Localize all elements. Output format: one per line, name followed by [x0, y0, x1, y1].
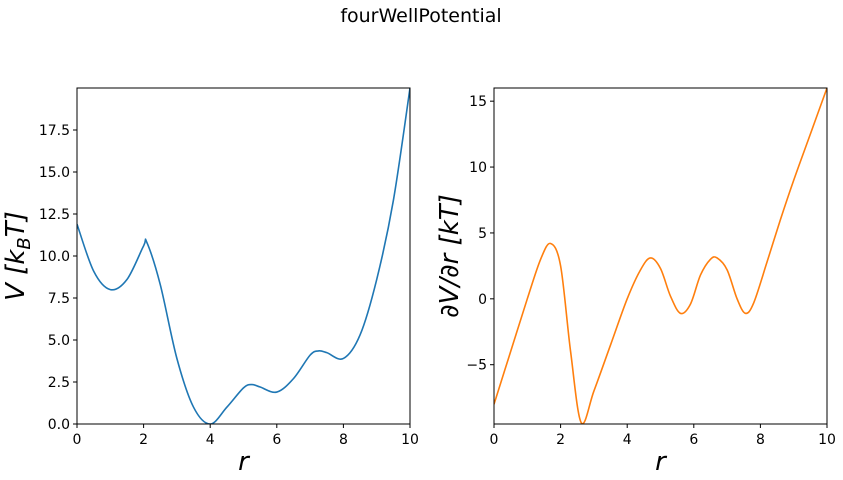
- y-tick-label: 10.0: [39, 249, 70, 265]
- plot-frame: [493, 87, 828, 425]
- y-tick-label: 7.5: [48, 291, 70, 307]
- figure-title: fourWellPotential: [340, 5, 501, 27]
- force-plot: 0 2 4 6 8 10 −5 0 5 10 15 r ∂V/∂r [kT]: [435, 87, 836, 477]
- series-line-0: [494, 88, 827, 424]
- y-tick-label: 0: [478, 292, 487, 308]
- y-tick-label: 0.0: [48, 417, 70, 433]
- y-tick-label: 10: [469, 160, 487, 176]
- y-axis-label: V [kBT]: [1, 211, 35, 301]
- x-tick-label: 6: [689, 432, 698, 448]
- y-tick-label: 5: [478, 226, 487, 242]
- y-tick-label: 2.5: [48, 375, 70, 391]
- y-tick-label: 17.5: [39, 123, 70, 139]
- potential-plot: 0 2 4 6 8 10 0.0 2.5 5.0 7.5 10.0 12.5 15.0 17.5 r V [k…: [1, 87, 419, 477]
- series-line-0: [77, 88, 410, 424]
- y-tick-label: 15: [469, 94, 487, 110]
- x-tick-label: 8: [756, 432, 765, 448]
- x-tick-label: 2: [556, 432, 565, 448]
- y-axis-label: ∂V/∂r [kT]: [435, 194, 465, 318]
- plot-frame: [76, 87, 411, 425]
- x-tick-label: 6: [272, 432, 281, 448]
- x-axis-label: r: [655, 447, 668, 477]
- y-tick-label: −5: [466, 358, 487, 374]
- x-tick-label: 10: [818, 432, 836, 448]
- y-tick-label: 15.0: [39, 165, 70, 181]
- x-tick-label: 0: [73, 432, 82, 448]
- x-tick-label: 0: [490, 432, 499, 448]
- x-tick-label: 10: [401, 432, 419, 448]
- x-tick-label: 8: [339, 432, 348, 448]
- x-axis-label: r: [238, 447, 251, 477]
- x-tick-label: 2: [139, 432, 148, 448]
- x-tick-label: 4: [623, 432, 632, 448]
- y-tick-label: 12.5: [39, 207, 70, 223]
- x-tick-label: 4: [206, 432, 215, 448]
- y-tick-label: 5.0: [48, 333, 70, 349]
